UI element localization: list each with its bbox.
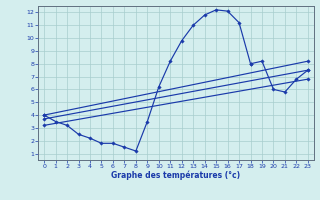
X-axis label: Graphe des températures (°c): Graphe des températures (°c) — [111, 171, 241, 180]
